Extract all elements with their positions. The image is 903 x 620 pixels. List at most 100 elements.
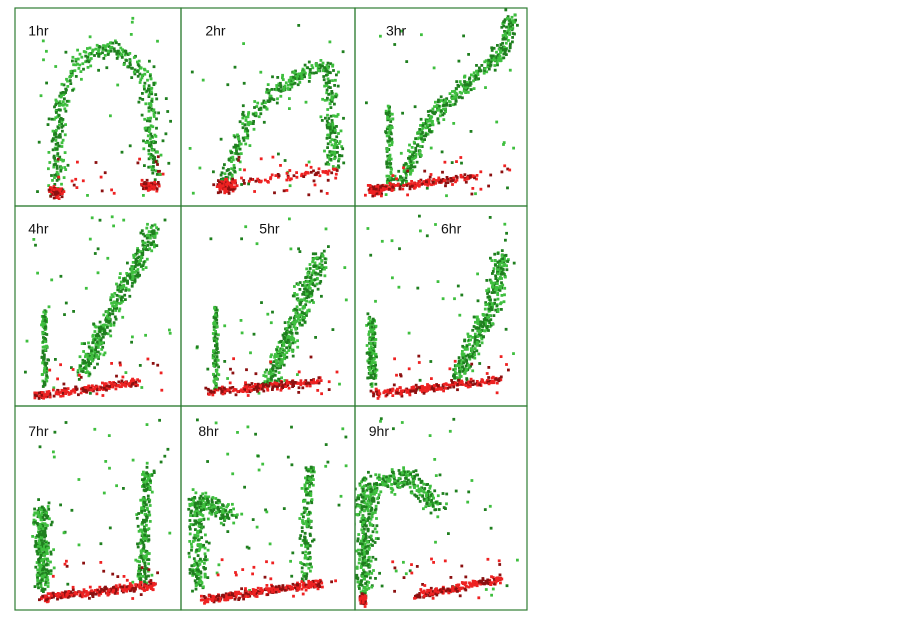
green-dot (509, 42, 512, 46)
green-dot (45, 49, 48, 53)
red-dot (218, 181, 221, 185)
green-dot (44, 364, 47, 367)
green-dot (328, 150, 332, 153)
green-dot (292, 70, 296, 74)
red-dot (508, 168, 512, 172)
green-dot (115, 41, 118, 45)
red-dot (140, 178, 144, 182)
green-dot (512, 146, 515, 150)
green-dot (57, 114, 61, 117)
green-dot (137, 512, 141, 515)
green-dot (129, 276, 132, 280)
green-dot (330, 95, 334, 98)
green-dot (108, 318, 112, 322)
red-dot (399, 391, 403, 394)
green-dot (370, 372, 374, 375)
green-dot (442, 118, 446, 121)
green-dot (384, 112, 388, 115)
red-dot (89, 386, 93, 390)
red-dot (47, 188, 51, 192)
green-dot (281, 78, 285, 81)
red-dot (155, 187, 159, 191)
green-dot (454, 97, 458, 101)
green-dot (136, 70, 139, 73)
green-dot (36, 190, 39, 193)
green-dot (267, 100, 270, 103)
red-dot (372, 394, 375, 398)
green-dot (399, 175, 402, 179)
green-dot (370, 376, 374, 379)
green-dot (337, 132, 340, 135)
red-dot (280, 381, 284, 384)
green-dot (487, 307, 491, 311)
green-dot (280, 376, 283, 380)
green-dot (166, 110, 170, 113)
green-dot (246, 136, 250, 140)
green-dot (145, 558, 149, 561)
red-dot (466, 385, 470, 389)
green-dot (135, 251, 139, 255)
green-dot (81, 62, 85, 66)
green-dot (65, 103, 69, 107)
green-dot (146, 70, 150, 73)
green-dot (106, 256, 110, 260)
green-dot (512, 352, 515, 355)
red-dot (57, 197, 61, 200)
green-dot (325, 70, 329, 73)
red-dot (62, 190, 66, 193)
red-dot (321, 170, 325, 173)
green-dot (147, 109, 151, 113)
green-dot (300, 74, 304, 78)
green-dot (111, 304, 114, 308)
red-dot (302, 175, 306, 178)
green-dot (102, 491, 106, 495)
red-dot (254, 179, 258, 183)
green-dot (149, 156, 152, 159)
red-dot (281, 386, 284, 389)
green-dot (143, 81, 147, 85)
green-dot (373, 345, 377, 348)
green-dot (60, 145, 64, 148)
green-dot (501, 34, 505, 37)
red-dot (75, 186, 79, 189)
green-dot (414, 152, 418, 156)
red-dot (435, 383, 438, 386)
red-dot (473, 382, 477, 386)
green-dot (63, 151, 67, 154)
green-dot (502, 258, 506, 262)
green-dot (284, 327, 287, 331)
green-dot (300, 313, 304, 317)
red-dot (224, 178, 227, 181)
green-dot (423, 138, 426, 141)
green-dot (40, 559, 44, 563)
green-dot (54, 135, 58, 139)
green-dot (467, 366, 471, 370)
green-dot (266, 312, 270, 316)
green-dot (128, 59, 132, 63)
green-dot (38, 445, 42, 449)
red-dot (368, 188, 372, 192)
green-dot (484, 301, 488, 304)
green-dot (141, 239, 145, 243)
red-dot (425, 180, 428, 183)
green-dot (282, 354, 286, 357)
green-dot (137, 249, 141, 253)
green-dot (472, 350, 476, 354)
red-dot (209, 389, 213, 393)
green-dot (455, 376, 459, 379)
green-dot (462, 89, 466, 93)
green-dot (141, 473, 144, 476)
green-dot (302, 281, 306, 284)
green-dot (373, 374, 377, 378)
green-dot (82, 366, 86, 370)
green-dot (109, 307, 113, 311)
red-dot (256, 389, 259, 393)
green-dot (39, 533, 43, 536)
green-dot (140, 74, 144, 77)
green-dot (412, 140, 416, 144)
red-dot (399, 392, 403, 396)
red-dot (64, 392, 67, 395)
red-dot (241, 390, 245, 393)
red-dot (434, 181, 437, 185)
red-dot (70, 179, 74, 183)
